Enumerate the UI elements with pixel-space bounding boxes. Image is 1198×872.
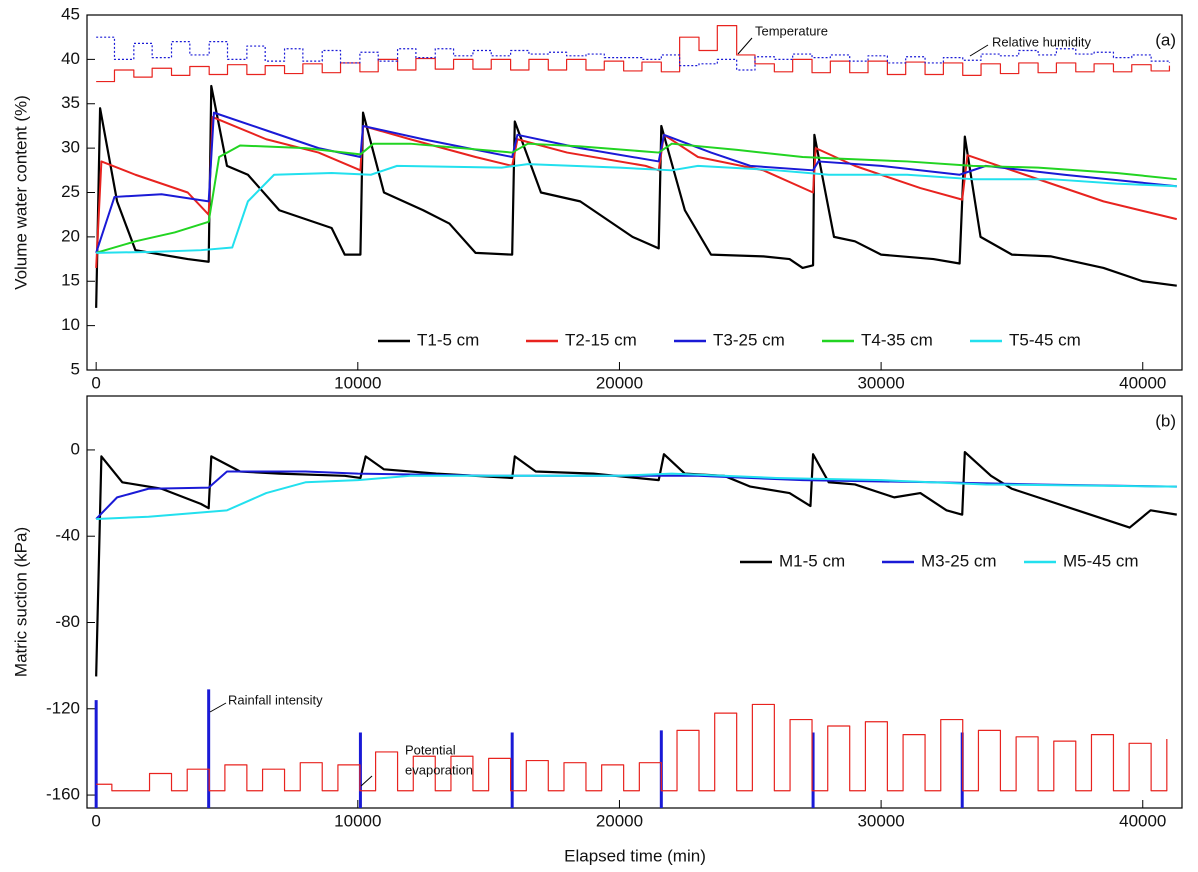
series-line — [95, 142, 1177, 254]
y-tick-label: 10 — [61, 315, 80, 334]
series-line — [95, 84, 1177, 308]
y-axis-label: Volume water content (%) — [11, 95, 30, 290]
x-tick-label: 0 — [91, 811, 100, 830]
annotation: Relative humidity — [992, 34, 1091, 49]
series-line — [95, 116, 1178, 268]
y-tick-label: -120 — [46, 698, 80, 717]
plot-frame — [86, 395, 1183, 809]
annotation: Rainfall intensity — [228, 692, 323, 707]
y-tick-label: 0 — [71, 439, 80, 458]
series-line — [96, 703, 1168, 792]
legend-label: M1-5 cm — [779, 551, 845, 570]
x-tick-label: 10000 — [334, 811, 381, 830]
legend-label: T2-15 cm — [565, 330, 637, 349]
panel-label: (b) — [1155, 411, 1176, 430]
annotation-leader — [360, 775, 373, 787]
series-line — [95, 111, 1177, 254]
legend-label: T3-25 cm — [713, 330, 785, 349]
y-tick-label: 15 — [61, 271, 80, 290]
y-axis-label: Matric suction (kPa) — [11, 527, 30, 677]
y-tick-label: 35 — [61, 93, 80, 112]
legend-label: T5-45 cm — [1009, 330, 1081, 349]
series-line — [96, 163, 1177, 254]
x-tick-label: 20000 — [596, 811, 643, 830]
x-tick-label: 40000 — [1119, 811, 1166, 830]
legend-label: M5-45 cm — [1063, 551, 1139, 570]
y-tick-label: 30 — [61, 138, 80, 157]
x-tick-label: 10000 — [334, 373, 381, 392]
series-line — [96, 472, 1177, 520]
y-tick-label: 5 — [71, 359, 80, 378]
legend-label: T1-5 cm — [417, 330, 479, 349]
y-tick-label: 25 — [61, 182, 80, 201]
y-tick-label: -80 — [55, 612, 80, 631]
x-tick-label: 30000 — [857, 373, 904, 392]
plot-frame — [86, 14, 1183, 371]
annotation-leader — [209, 702, 227, 713]
legend-label: M3-25 cm — [921, 551, 997, 570]
series-line — [96, 25, 1171, 83]
y-tick-label: 45 — [61, 4, 80, 23]
annotation: Temperature — [755, 23, 828, 38]
annotation: evaporation — [405, 762, 473, 777]
x-tick-label: 30000 — [857, 811, 904, 830]
annotation: Potential — [405, 742, 456, 757]
panel-label: (a) — [1155, 30, 1176, 49]
x-tick-label: 0 — [91, 373, 100, 392]
annotation-leader — [737, 37, 753, 55]
legend-label: T4-35 cm — [861, 330, 933, 349]
x-tick-label: 20000 — [596, 373, 643, 392]
x-axis-label: Elapsed time (min) — [564, 846, 706, 865]
y-tick-label: -40 — [55, 526, 80, 545]
y-tick-label: 20 — [61, 226, 80, 245]
y-tick-label: 40 — [61, 49, 80, 68]
annotation-leader — [969, 44, 989, 57]
x-tick-label: 40000 — [1119, 373, 1166, 392]
y-tick-label: -160 — [46, 785, 80, 804]
